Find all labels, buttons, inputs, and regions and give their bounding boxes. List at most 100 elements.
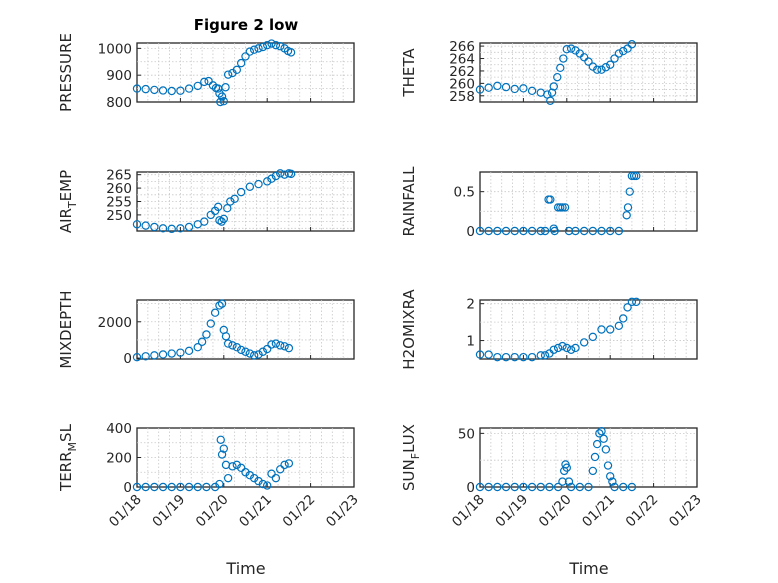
data-point (606, 226, 615, 236)
data-point (632, 171, 641, 181)
y-tick-label: 0.5 (454, 185, 475, 201)
data-point (559, 54, 568, 63)
data-point (230, 194, 239, 204)
data-point (556, 203, 565, 212)
data-point (597, 427, 606, 436)
y-tick-label: 800 (106, 95, 132, 111)
data-point (595, 429, 604, 438)
data-point (588, 466, 598, 476)
subplot-8: 0 50 01/18 01/19 01/20 01/21 01/22 01/23 SUNFLUX (400, 424, 705, 530)
data-point (579, 226, 589, 236)
data-point (249, 351, 259, 360)
data-point (215, 479, 224, 489)
y-tick-label: 258 (449, 89, 475, 105)
data-point (558, 477, 567, 486)
y-tick-label: 0 (123, 351, 132, 367)
data-point (232, 343, 242, 352)
data-point (627, 40, 637, 49)
data-point (184, 222, 194, 232)
data-point (493, 482, 502, 492)
data-point (510, 84, 519, 94)
data-point (184, 84, 194, 93)
y-tick-label: 264 (449, 52, 475, 68)
data-point (614, 49, 624, 58)
data-point (245, 47, 255, 56)
data-point (592, 65, 602, 74)
data-point (176, 86, 185, 95)
data-point (236, 345, 246, 355)
data-point (141, 221, 150, 230)
data-point (625, 187, 634, 196)
data-point (606, 60, 615, 69)
data-point (219, 96, 228, 106)
data-point (536, 226, 545, 236)
x-tick-label: 01/19 (149, 492, 188, 531)
data-point (193, 482, 202, 492)
data-point (601, 445, 611, 454)
data-point (501, 226, 511, 236)
data-point (560, 203, 570, 212)
data-point (204, 76, 213, 86)
data-point (475, 85, 485, 94)
data-point (527, 482, 537, 492)
data-point (158, 86, 168, 95)
y-tick-label: 255 (106, 195, 132, 211)
data-point (510, 352, 519, 362)
data-point (566, 44, 576, 53)
data-point (584, 482, 593, 492)
data-point (263, 40, 272, 50)
data-point (223, 70, 233, 79)
data-point (475, 226, 485, 236)
data-point (562, 463, 572, 472)
data-point (579, 338, 589, 347)
data-point (629, 171, 639, 181)
data-point (588, 226, 598, 236)
data-point (627, 482, 637, 492)
data-point (584, 57, 593, 66)
data-point (527, 352, 537, 362)
y-tick-label: 250 (106, 208, 132, 224)
data-point (193, 81, 202, 91)
x-tick-label: 01/20 (193, 492, 232, 531)
data-point (284, 343, 294, 353)
y-axis-label: TERRMSL (57, 423, 79, 492)
data-point (267, 469, 276, 478)
data-point (228, 341, 237, 350)
data-point (606, 325, 615, 334)
y-tick-label: 900 (106, 68, 132, 84)
data-point (622, 211, 631, 220)
data-point (215, 216, 224, 225)
data-point (141, 482, 150, 492)
data-point (599, 434, 608, 443)
data-point (206, 319, 215, 328)
y-tick-label: 200 (106, 451, 132, 467)
data-point (132, 352, 142, 362)
data-point (571, 226, 580, 236)
data-point (608, 477, 617, 486)
data-point (241, 347, 250, 356)
data-point (493, 81, 502, 91)
data-point (167, 86, 176, 96)
data-point (271, 339, 281, 348)
data-point (158, 482, 168, 492)
data-point (614, 321, 624, 331)
data-point (221, 83, 230, 92)
data-point (484, 350, 493, 359)
data-point (200, 217, 209, 226)
x-tick-label: 01/21 (579, 492, 618, 531)
data-point (223, 204, 232, 213)
x-tick-label: 01/23 (666, 492, 705, 531)
data-point (271, 40, 281, 50)
data-point (484, 83, 493, 92)
data-point (184, 346, 194, 356)
data-point (550, 226, 559, 236)
subplot-7: 0 200 400 01/18 01/19 01/20 01/21 01/22 01/23 TER… (57, 421, 362, 530)
x-tick-label: 01/19 (492, 492, 531, 531)
x-tick-label: 01/18 (106, 492, 145, 531)
data-point (200, 77, 209, 87)
data-point (254, 179, 263, 189)
data-point (597, 65, 606, 74)
data-point (619, 482, 628, 492)
data-point (150, 222, 159, 232)
